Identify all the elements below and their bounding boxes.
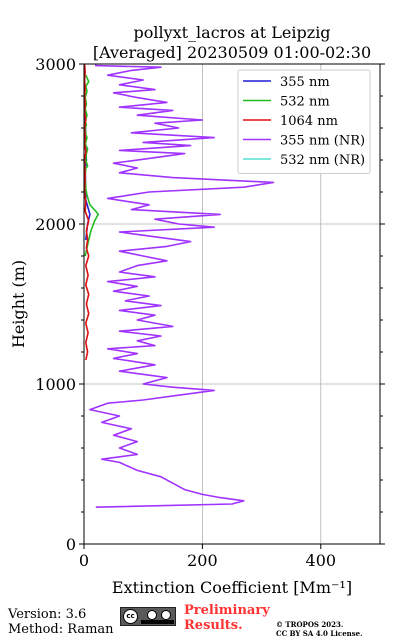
preliminary-line-2: Results.: [184, 618, 243, 633]
version-text: Version: 3.6: [8, 607, 87, 622]
y-axis-label: Height (m): [9, 260, 28, 348]
chart-subtitle: [Averaged] 20230509 01:00-02:30: [93, 43, 371, 62]
method-text: Method: Raman: [8, 622, 114, 637]
plot-frame: [83, 63, 381, 545]
legend-label: 355 nm (NR): [280, 134, 365, 149]
x-tick-label: 400: [306, 551, 337, 570]
x-tick-label: 0: [79, 551, 89, 570]
y-tick-label: 3000: [35, 55, 76, 74]
copyright-notice: © TROPOS 2023. CC BY SA 4.0 License.: [276, 620, 363, 638]
copyright-line-2: CC BY SA 4.0 License.: [276, 629, 363, 638]
legend: 355 nm 532 nm 1064 nm 355 nm (NR) 532 nm (NR…: [237, 69, 371, 174]
y-tick-label: 0: [66, 535, 76, 554]
legend-box: [237, 69, 371, 174]
x-axis-label: Extinction Coefficient [Mm⁻¹]: [112, 578, 352, 597]
extinction-profile-chart: pollyxt_lacros at Leipzig [Averaged] 202…: [9, 23, 385, 597]
series-lines: [84, 64, 275, 508]
preliminary-notice: Preliminary Results.: [184, 603, 270, 633]
legend-label: 532 nm (NR): [280, 153, 365, 168]
legend-label: 1064 nm: [280, 114, 338, 129]
series-line-1: [84, 74, 99, 257]
legend-label: 532 nm: [280, 95, 330, 110]
legend-label: 355 nm: [280, 75, 330, 90]
axis-ticks: 0 200 400 0 1000 2000 3000: [35, 55, 385, 570]
y-tick-label: 1000: [35, 375, 76, 394]
x-tick-label: 200: [187, 551, 218, 570]
cc-by-sa-license-icon: cc: [120, 607, 176, 626]
chart-title: pollyxt_lacros at Leipzig: [133, 23, 330, 42]
y-tick-label: 2000: [35, 215, 76, 234]
copyright-line-1: © TROPOS 2023.: [276, 620, 344, 629]
series-line-2: [84, 64, 90, 361]
preliminary-line-1: Preliminary: [184, 603, 270, 618]
series-line-3: [89, 64, 275, 508]
